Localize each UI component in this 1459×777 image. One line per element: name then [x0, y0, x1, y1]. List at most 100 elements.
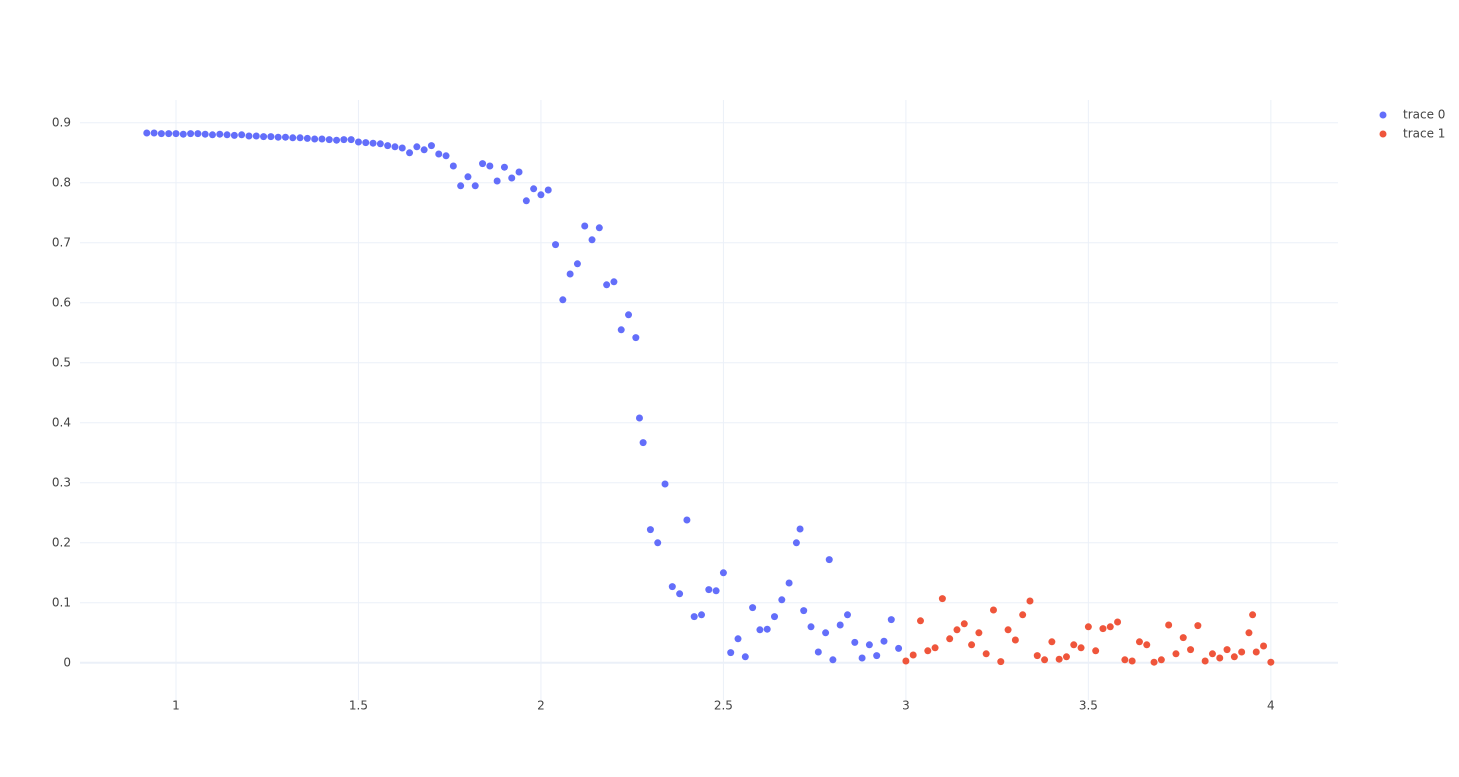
- point: [464, 173, 472, 181]
- point: [172, 130, 180, 138]
- legend-marker[interactable]: [1379, 130, 1387, 138]
- point: [479, 160, 487, 168]
- x-tick-label: 2: [537, 699, 545, 713]
- y-tick-label: 0.8: [52, 175, 71, 189]
- x-tick-label: 1.5: [349, 699, 368, 713]
- point: [916, 617, 924, 625]
- point: [902, 657, 910, 665]
- point: [960, 620, 968, 628]
- point: [238, 131, 246, 139]
- point: [230, 131, 238, 139]
- point: [756, 626, 764, 634]
- point: [143, 129, 151, 137]
- x-tick-label: 3.5: [1079, 699, 1098, 713]
- point: [150, 129, 158, 137]
- point: [530, 185, 538, 193]
- point: [566, 270, 574, 278]
- legend-label[interactable]: trace 1: [1403, 127, 1445, 141]
- point: [500, 163, 508, 171]
- point: [909, 651, 917, 659]
- point: [683, 516, 691, 524]
- point: [814, 648, 822, 656]
- point: [968, 641, 976, 649]
- point: [778, 596, 786, 604]
- y-tick-label: 0.3: [52, 475, 71, 489]
- point: [825, 556, 833, 564]
- point: [829, 656, 837, 664]
- point: [989, 606, 997, 614]
- point: [289, 134, 297, 142]
- point: [1238, 648, 1246, 656]
- point: [325, 136, 333, 144]
- point: [924, 647, 932, 655]
- point: [1230, 653, 1238, 661]
- point: [1143, 641, 1151, 649]
- x-tick-label: 2.5: [714, 699, 733, 713]
- point: [844, 611, 852, 619]
- point: [471, 182, 479, 190]
- point: [216, 130, 224, 138]
- point: [157, 130, 165, 138]
- point: [311, 135, 319, 143]
- point: [836, 621, 844, 629]
- point: [1267, 658, 1275, 666]
- point: [493, 177, 501, 185]
- point: [537, 191, 545, 199]
- point: [559, 296, 567, 304]
- y-tick-label: 0.2: [52, 535, 71, 549]
- point: [260, 133, 268, 141]
- point: [705, 586, 713, 594]
- point: [851, 638, 859, 646]
- legend-marker[interactable]: [1379, 111, 1387, 119]
- point: [1249, 611, 1257, 619]
- legend-label[interactable]: trace 0: [1403, 108, 1445, 122]
- point: [362, 139, 370, 147]
- point: [384, 142, 392, 150]
- y-tick-label: 0.9: [52, 115, 71, 129]
- point: [252, 132, 260, 140]
- y-tick-label: 0.1: [52, 595, 71, 609]
- point: [1157, 656, 1165, 664]
- point: [1135, 638, 1143, 646]
- point: [1179, 634, 1187, 642]
- point: [427, 142, 435, 150]
- point: [486, 162, 494, 170]
- point: [865, 641, 873, 649]
- point: [573, 260, 581, 268]
- point: [1252, 648, 1260, 656]
- point: [274, 133, 282, 141]
- point: [661, 480, 669, 488]
- point: [676, 590, 684, 598]
- point: [449, 162, 457, 170]
- point: [800, 607, 808, 615]
- y-tick-label: 0: [63, 655, 71, 669]
- point: [201, 130, 209, 138]
- x-tick-label: 3: [902, 699, 910, 713]
- point: [303, 134, 311, 142]
- point: [457, 182, 465, 190]
- point: [398, 144, 406, 152]
- point: [763, 625, 771, 633]
- point: [1048, 638, 1056, 646]
- point: [785, 579, 793, 587]
- point: [690, 613, 698, 621]
- point: [515, 168, 523, 176]
- point: [1216, 654, 1224, 662]
- point: [654, 539, 662, 547]
- point: [391, 143, 399, 151]
- point: [719, 569, 727, 577]
- point: [610, 278, 618, 286]
- point: [1041, 656, 1049, 664]
- point: [354, 138, 362, 146]
- point: [749, 604, 757, 612]
- point: [442, 152, 450, 160]
- point: [588, 236, 596, 244]
- point: [880, 637, 888, 645]
- point: [1077, 644, 1085, 652]
- point: [807, 623, 815, 631]
- point: [1121, 656, 1129, 664]
- point: [179, 130, 187, 138]
- y-tick-label: 0.4: [52, 415, 71, 429]
- point: [635, 414, 643, 422]
- point: [741, 653, 749, 661]
